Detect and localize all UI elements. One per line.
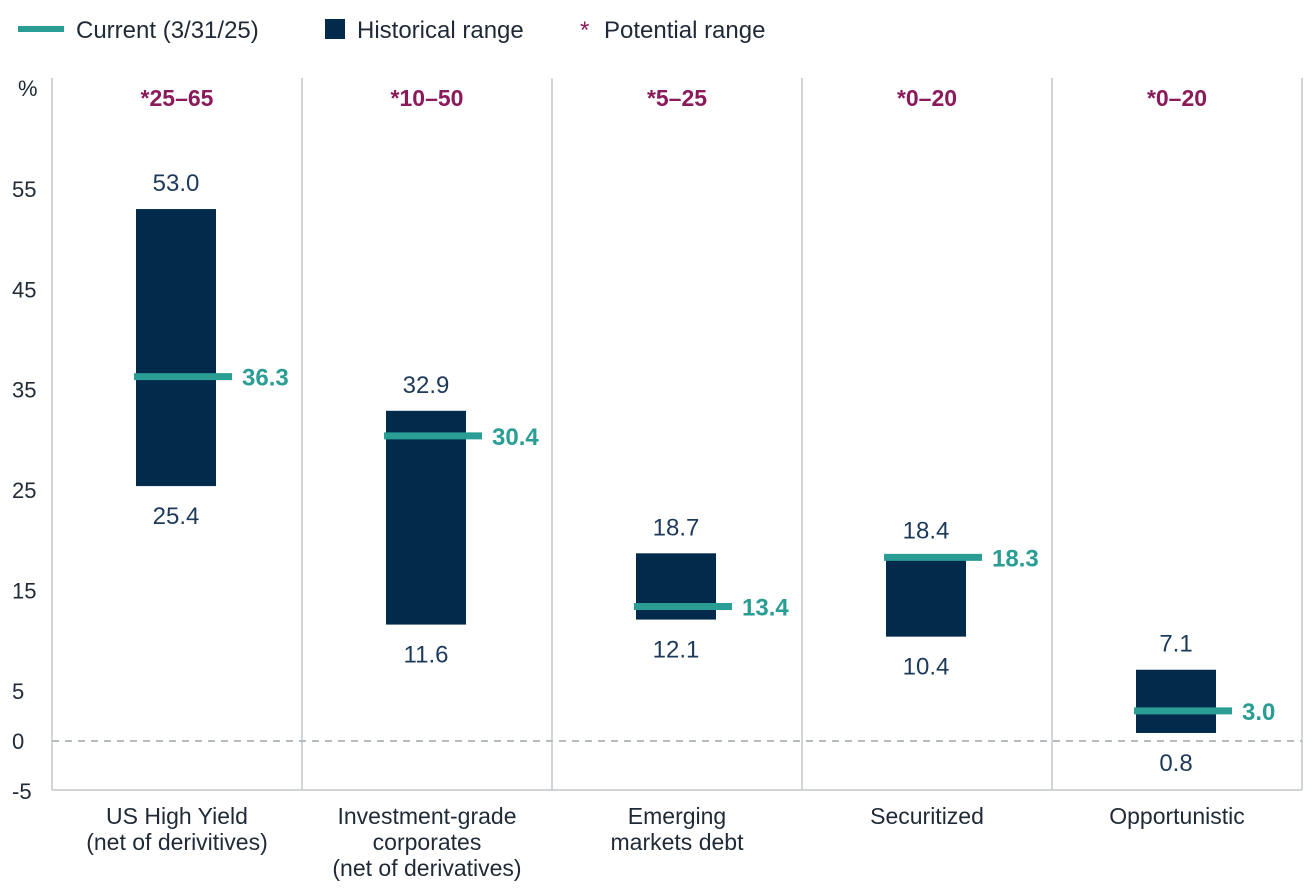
y-tick-label: 35 (12, 378, 36, 403)
y-tick-label: 15 (12, 578, 36, 603)
historical-range-bar (136, 209, 216, 487)
potential-range-label: *25–65 (141, 85, 214, 111)
historical-high-label: 53.0 (153, 170, 200, 197)
legend-historical-swatch (325, 19, 345, 39)
potential-range-label: *5–25 (647, 85, 707, 111)
y-axis-label: % (18, 76, 38, 101)
historical-high-label: 32.9 (403, 372, 450, 399)
category-label: corporates (373, 829, 482, 855)
category-label: Securitized (870, 803, 984, 829)
potential-range-label: *0–20 (897, 85, 957, 111)
legend-current-label: Current (3/31/25) (76, 17, 259, 44)
legend-potential-marker: * (580, 17, 589, 44)
category-label: Emerging (628, 803, 726, 829)
historical-low-label: 0.8 (1159, 750, 1192, 777)
gridlines (51, 78, 1303, 791)
y-tick-label: 5 (12, 679, 24, 704)
y-tick-label: 25 (12, 478, 36, 503)
category-label: (net of derivatives) (332, 855, 521, 881)
historical-high-label: 18.7 (653, 514, 700, 541)
category-label: Investment-grade (338, 803, 517, 829)
y-axis-ticks: -5 0 5 15 25 35 45 55 (12, 177, 36, 804)
data-series: *25–65 53.0 25.4 36.3 *10–50 32.9 11.6 30.4 *5–2… (134, 85, 1275, 777)
historical-low-label: 12.1 (653, 637, 700, 664)
category-label: US High Yield (106, 803, 248, 829)
y-tick-label: -5 (12, 779, 32, 804)
current-value-label: 13.4 (742, 595, 789, 622)
historical-low-label: 10.4 (903, 654, 950, 681)
legend-potential-label: Potential range (604, 17, 765, 44)
legend-historical-label: Historical range (357, 17, 524, 44)
current-value-label: 36.3 (242, 365, 289, 392)
category-label: markets debt (611, 829, 745, 855)
potential-range-label: *0–20 (1147, 85, 1207, 111)
y-tick-label: 45 (12, 277, 36, 302)
historical-high-label: 18.4 (903, 517, 950, 544)
historical-range-bar (886, 556, 966, 637)
historical-range-bar (1136, 669, 1216, 733)
historical-high-label: 7.1 (1159, 631, 1192, 658)
historical-low-label: 25.4 (153, 503, 200, 530)
current-value-label: 18.3 (992, 545, 1039, 572)
y-tick-label: 55 (12, 177, 36, 202)
current-value-label: 30.4 (492, 424, 539, 451)
potential-range-label: *10–50 (391, 85, 464, 111)
y-tick-label: 0 (12, 729, 24, 754)
historical-low-label: 11.6 (404, 642, 449, 669)
category-label: Opportunistic (1109, 803, 1245, 829)
x-axis-labels: US High Yield(net of derivitives) Investm… (86, 803, 1245, 881)
category-label: (net of derivitives) (86, 829, 268, 855)
legend: Current (3/31/25) Historical range * Pot… (18, 17, 765, 44)
current-value-label: 3.0 (1242, 699, 1275, 726)
historical-range-bar (386, 410, 466, 625)
